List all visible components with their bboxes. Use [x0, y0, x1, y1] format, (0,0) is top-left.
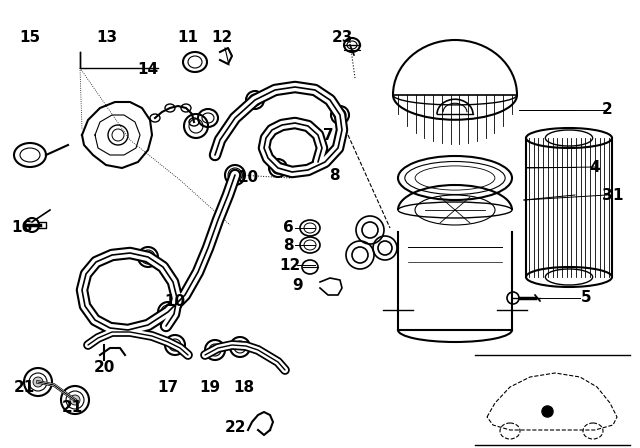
Text: 21: 21	[13, 380, 35, 396]
Text: 12: 12	[211, 30, 232, 46]
Text: 13: 13	[97, 30, 118, 46]
Text: 22: 22	[225, 421, 247, 435]
Text: 7: 7	[323, 128, 333, 142]
Ellipse shape	[70, 395, 80, 405]
Text: 6: 6	[283, 220, 293, 236]
Text: 10: 10	[164, 294, 186, 310]
Text: 23: 23	[332, 30, 353, 46]
Text: 18: 18	[234, 380, 255, 396]
Text: 21: 21	[61, 401, 83, 415]
Text: 10: 10	[237, 171, 259, 185]
Text: 8: 8	[283, 237, 293, 253]
Text: 17: 17	[157, 380, 179, 396]
Ellipse shape	[33, 377, 43, 387]
Text: 11: 11	[177, 30, 198, 46]
Text: 14: 14	[138, 63, 159, 78]
Text: 3: 3	[602, 188, 612, 202]
Text: 19: 19	[200, 380, 221, 396]
Text: 4: 4	[589, 159, 600, 175]
Text: 9: 9	[292, 277, 303, 293]
Text: 5: 5	[580, 290, 591, 306]
Text: 8: 8	[329, 168, 339, 182]
Text: 20: 20	[93, 361, 115, 375]
Text: 2: 2	[602, 103, 612, 117]
Text: 12: 12	[280, 258, 301, 272]
Text: 16: 16	[12, 220, 33, 236]
Text: 1: 1	[612, 188, 623, 202]
Text: 15: 15	[19, 30, 40, 46]
